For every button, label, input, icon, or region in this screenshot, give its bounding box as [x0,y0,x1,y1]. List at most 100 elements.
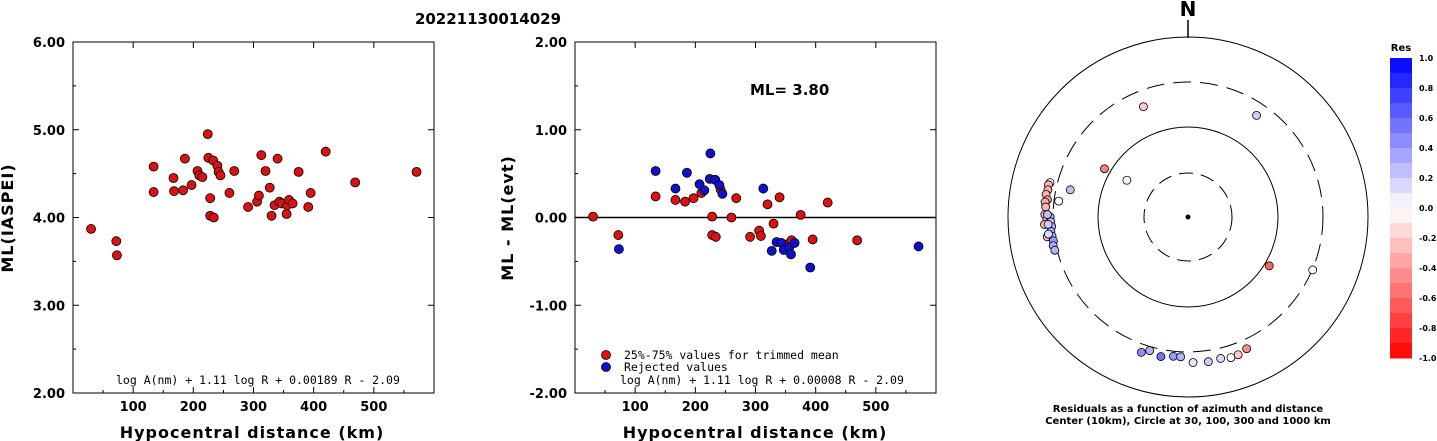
data-point [208,212,219,223]
data-point [714,180,725,190]
data-point [717,188,728,199]
azimuth-point [1054,196,1064,206]
data-point [254,190,264,201]
polar-caption-line2: Center (10km), Circle at 30, 100, 300 an… [1045,416,1331,427]
figure-title: 20221130014029 [415,10,561,28]
colorbar: Res 1.0 0.8 0.6 0.4 0.2 0.0 -0.2 -0.4 -0.6 -0.8 -1… [1390,43,1437,363]
azimuth-point [1168,351,1178,361]
colorbar-cell [1390,118,1412,134]
colorbar-cell [1390,283,1412,299]
colorbar-title: Res [1391,43,1411,54]
azimuth-point [1041,202,1051,212]
data-point [762,199,773,210]
data-point [650,166,661,176]
panel-ml-iaspei-points [86,129,422,261]
data-point [320,146,331,157]
data-point [197,172,208,183]
colorbar-label: -0.8 [1419,324,1437,333]
colorbar-cells [1390,58,1412,359]
panel-azimuth-residuals: N Residuals as a function of azimuth and… [1007,0,1369,427]
azimuth-point [1216,354,1226,363]
panel-ml-iaspei-ylabel: ML(IASPEI) [0,163,17,272]
panel-ml-iaspei-frame [72,41,435,394]
azimuth-point [1043,219,1053,229]
colorbar-label: -1.0 [1419,354,1437,363]
data-point [745,231,755,242]
colorbar-cell [1390,328,1412,344]
y-tick-label: 2.00 [33,387,65,402]
panel-ml-iaspei-formula: log A(nm) + 1.11 log R + 0.00189 R - 2.0… [116,373,400,387]
data-point [913,241,924,252]
colorbar-cell [1390,58,1412,74]
azimuth-point [1308,265,1318,275]
data-point [243,202,253,212]
colorbar-cell [1390,148,1412,164]
panel-ml-residual-formula: log A(nm) + 1.11 log R + 0.00008 R - 2.0… [620,373,904,387]
data-point [766,245,777,256]
data-point [205,193,216,204]
data-point [758,183,769,194]
data-point [266,210,277,221]
x-tick-label: 100 [120,400,147,415]
y-tick-label: 5.00 [33,124,65,139]
colorbar-label: 0.8 [1419,84,1434,93]
colorbar-label: 0.0 [1419,204,1434,213]
azimuth-point [1252,110,1261,120]
data-point [86,224,96,234]
colorbar-cell [1390,178,1412,194]
azimuth-point [1100,164,1109,174]
data-point [202,129,213,140]
data-point [731,193,742,204]
colorbar-label: -0.6 [1419,294,1437,303]
panel-ml-residual: 100 200 300 400 500 -2.00 -1.00 0.00 1.00 2.00 ML… [498,36,937,441]
colorbar-cell [1390,88,1412,104]
panel-ml-residual-ticks: 100 200 300 400 500 -2.00 -1.00 0.00 1.00 2.00 [530,36,936,415]
colorbar-label: 0.2 [1419,174,1433,183]
data-point [264,182,275,193]
y-tick-label: 4.00 [33,212,65,227]
colorbar-cell [1390,298,1412,314]
data-point [215,170,226,181]
data-point [710,231,721,242]
colorbar-label: 1.0 [1419,54,1434,63]
panel-ml-iaspei-ticks: 100 200 300 400 500 2.00 3.00 4.00 5.00 6.00 [33,36,434,415]
data-point [768,218,779,229]
azimuth-point [1156,352,1166,361]
data-point [112,250,122,261]
ring-100km [1097,126,1279,308]
colorbar-cell [1390,163,1412,179]
data-point [670,195,681,205]
data-point [411,166,422,177]
data-point [688,193,699,204]
polar-caption-line1: Residuals as a function of azimuth and d… [1053,404,1324,415]
data-point [650,191,661,202]
data-point [350,177,361,188]
data-point [148,187,159,197]
ml-annotation: ML= 3.80 [750,81,829,99]
panel-ml-iaspei: 100 200 300 400 500 2.00 3.00 4.00 5.00 6.00 log … [0,36,435,441]
y-tick-label: 2.00 [535,36,567,51]
data-point [180,153,190,164]
data-point [614,244,624,254]
data-point [169,186,179,197]
colorbar-cell [1390,343,1412,359]
data-point [705,148,716,159]
azimuth-point [1242,344,1252,354]
data-point [699,185,710,196]
data-point [786,249,796,260]
ring-300km [1052,81,1324,353]
colorbar-cell [1390,103,1412,119]
y-tick-label: 3.00 [33,299,65,314]
legend-marker-trimmed [601,350,611,360]
x-tick-label: 500 [862,400,889,415]
data-point [224,188,235,198]
panel-ml-residual-ylabel: ML - ML(evt) [498,155,517,281]
azimuth-point [1136,347,1146,357]
azimuth-points [1040,102,1318,367]
panel-ml-residual-points [588,148,924,273]
azimuth-point [1176,352,1186,362]
colorbar-cell [1390,73,1412,89]
data-point [789,238,800,248]
azimuth-point [1065,185,1075,195]
